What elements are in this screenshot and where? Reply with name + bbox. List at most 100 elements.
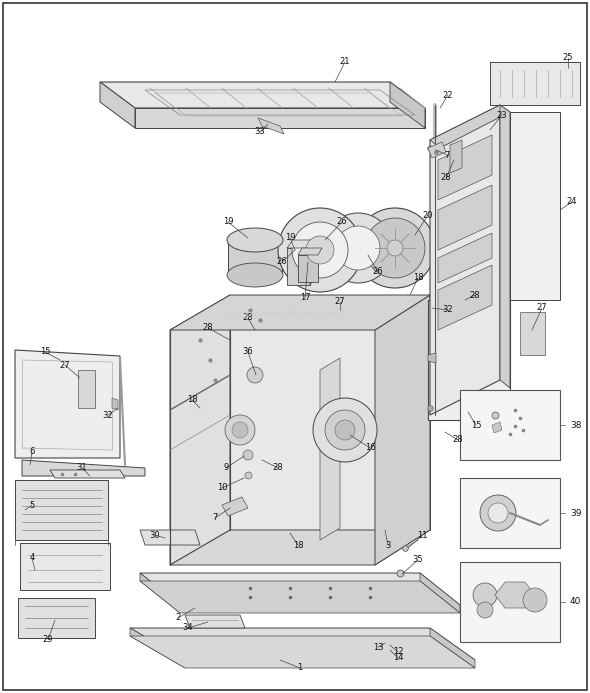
Ellipse shape xyxy=(247,367,263,383)
Polygon shape xyxy=(140,573,180,613)
Ellipse shape xyxy=(313,398,377,462)
Text: 21: 21 xyxy=(340,58,350,67)
Polygon shape xyxy=(375,295,430,565)
Polygon shape xyxy=(130,636,475,668)
Ellipse shape xyxy=(225,415,255,445)
Ellipse shape xyxy=(523,588,547,612)
Polygon shape xyxy=(15,480,108,540)
Text: 4: 4 xyxy=(30,554,35,563)
Text: 19: 19 xyxy=(285,234,295,243)
Text: 30: 30 xyxy=(150,531,160,539)
Polygon shape xyxy=(510,112,560,300)
Text: 28: 28 xyxy=(242,313,253,322)
Text: 6: 6 xyxy=(30,448,35,457)
Text: 34: 34 xyxy=(183,624,194,633)
Text: 27: 27 xyxy=(335,297,345,306)
Text: 35: 35 xyxy=(412,556,423,565)
Text: 28: 28 xyxy=(273,464,283,473)
Polygon shape xyxy=(222,497,248,516)
Text: 22: 22 xyxy=(442,91,453,100)
Text: 12: 12 xyxy=(393,647,403,656)
Polygon shape xyxy=(450,140,462,173)
Ellipse shape xyxy=(227,228,283,252)
Bar xyxy=(460,562,560,642)
Text: 13: 13 xyxy=(373,642,384,651)
Ellipse shape xyxy=(232,422,248,438)
Text: 16: 16 xyxy=(365,444,375,453)
Text: 7: 7 xyxy=(444,150,450,159)
Polygon shape xyxy=(495,582,535,608)
Ellipse shape xyxy=(227,263,283,287)
Polygon shape xyxy=(50,470,125,478)
Text: 14: 14 xyxy=(393,653,403,663)
Text: 33: 33 xyxy=(255,128,266,137)
Polygon shape xyxy=(500,105,510,388)
Polygon shape xyxy=(15,350,120,458)
Ellipse shape xyxy=(323,213,393,283)
Text: 9: 9 xyxy=(224,464,229,473)
Text: 2: 2 xyxy=(175,613,181,622)
Polygon shape xyxy=(390,82,425,128)
Polygon shape xyxy=(438,185,492,250)
Ellipse shape xyxy=(387,240,403,256)
Polygon shape xyxy=(22,460,145,476)
Polygon shape xyxy=(135,108,425,128)
Text: 26: 26 xyxy=(337,218,348,227)
Polygon shape xyxy=(420,573,460,613)
Text: 32: 32 xyxy=(442,306,453,315)
Text: 38: 38 xyxy=(570,421,582,430)
Text: 23: 23 xyxy=(497,110,507,119)
Bar xyxy=(460,478,560,548)
Text: 26: 26 xyxy=(277,258,287,267)
Polygon shape xyxy=(287,248,310,285)
Ellipse shape xyxy=(335,420,355,440)
Polygon shape xyxy=(430,628,475,668)
Text: 20: 20 xyxy=(423,211,433,220)
Text: 18: 18 xyxy=(293,541,303,550)
Polygon shape xyxy=(170,530,430,565)
Text: 1: 1 xyxy=(297,663,303,672)
Text: 39: 39 xyxy=(570,509,582,518)
Polygon shape xyxy=(430,105,500,415)
Text: 28: 28 xyxy=(203,324,214,333)
Polygon shape xyxy=(228,240,282,275)
Polygon shape xyxy=(170,295,430,330)
Ellipse shape xyxy=(325,410,365,450)
Polygon shape xyxy=(78,370,95,408)
Ellipse shape xyxy=(480,495,516,531)
Polygon shape xyxy=(287,240,316,248)
Text: 27: 27 xyxy=(537,304,548,313)
Ellipse shape xyxy=(477,602,493,618)
Ellipse shape xyxy=(473,583,497,607)
Polygon shape xyxy=(428,142,446,158)
Ellipse shape xyxy=(355,208,435,288)
Polygon shape xyxy=(18,598,95,638)
Polygon shape xyxy=(185,615,245,628)
Text: 19: 19 xyxy=(223,218,233,227)
Polygon shape xyxy=(20,543,110,590)
Polygon shape xyxy=(428,353,436,363)
Text: 5: 5 xyxy=(30,500,35,509)
Ellipse shape xyxy=(243,450,253,460)
Polygon shape xyxy=(100,82,425,108)
Polygon shape xyxy=(320,358,340,540)
Polygon shape xyxy=(112,398,118,410)
Text: 26: 26 xyxy=(373,267,384,277)
Polygon shape xyxy=(438,233,492,283)
Polygon shape xyxy=(520,312,545,355)
Text: 15: 15 xyxy=(471,421,481,430)
Text: 40: 40 xyxy=(570,597,581,606)
Text: 18: 18 xyxy=(412,274,423,283)
Text: 10: 10 xyxy=(217,484,227,493)
Ellipse shape xyxy=(488,503,508,523)
Text: 25: 25 xyxy=(563,53,573,62)
Text: 11: 11 xyxy=(417,532,427,541)
Text: 29: 29 xyxy=(42,635,53,644)
Polygon shape xyxy=(140,530,200,545)
Text: 27: 27 xyxy=(60,360,70,369)
Text: 7: 7 xyxy=(212,514,218,523)
Polygon shape xyxy=(170,295,230,565)
Text: 28: 28 xyxy=(453,435,463,444)
Ellipse shape xyxy=(365,218,425,278)
Ellipse shape xyxy=(292,222,348,278)
